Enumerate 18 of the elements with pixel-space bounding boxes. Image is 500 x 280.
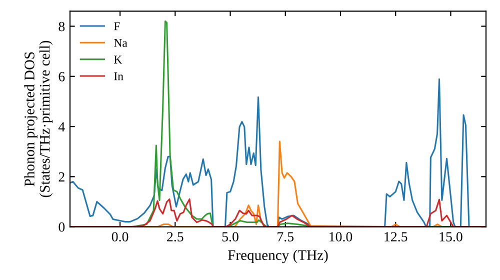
y-axis-title: Phonon projected DOS (States/THz·primitive cell) xyxy=(24,40,53,198)
x-tick-label: 5.0 xyxy=(222,232,238,242)
y-tick-label: 4 xyxy=(58,122,65,132)
x-tick-label: 7.5 xyxy=(278,232,294,242)
y-tick-label: 6 xyxy=(58,72,65,82)
x-tick-label: 12.5 xyxy=(384,232,408,242)
x-tick-label: 10.0 xyxy=(330,232,352,242)
x-axis-title: Frequency (THz) xyxy=(228,250,328,264)
x-tick-label: 2.5 xyxy=(167,232,184,242)
y-tick-label: 2 xyxy=(58,172,64,182)
y-tick-label: 0 xyxy=(58,222,65,232)
x-tick-label: 15.0 xyxy=(440,232,462,242)
legend-label: In xyxy=(114,72,124,80)
y-tick-label: 8 xyxy=(58,22,65,32)
legend-label: F xyxy=(114,22,120,30)
x-tick-label: 0.0 xyxy=(112,232,128,242)
legend-label: Na xyxy=(114,39,128,47)
legend-label: K xyxy=(114,56,122,64)
